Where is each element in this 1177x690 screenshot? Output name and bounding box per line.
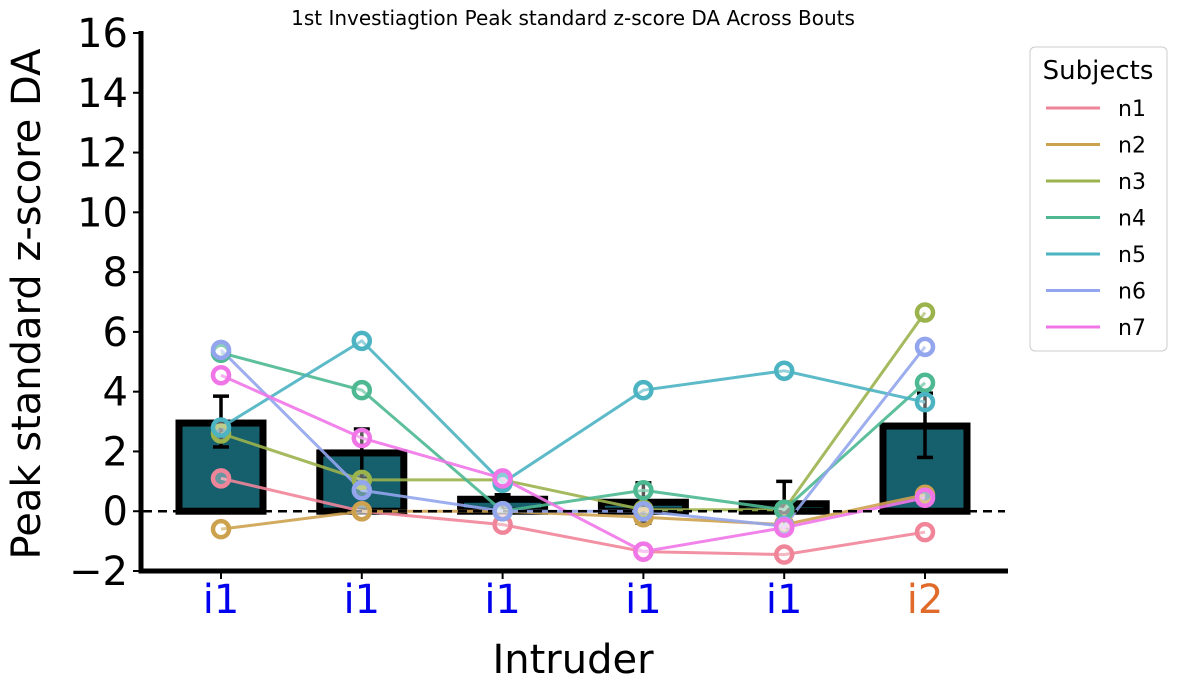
legend: Subjects n1 n2 n3 n4 n5 n6 n7 <box>1029 46 1168 352</box>
point-n6-4 <box>633 500 654 522</box>
point-n1-1 <box>210 468 232 489</box>
point-n5-4 <box>633 379 654 401</box>
legend-frame <box>1029 46 1168 352</box>
legend-item-n5: n5 <box>1046 243 1146 268</box>
legend-label: n4 <box>1118 207 1146 232</box>
point-n7-2 <box>351 427 373 449</box>
legend-label: n7 <box>1118 316 1146 341</box>
point-n1-6 <box>914 521 936 543</box>
point-n6-1 <box>210 339 232 361</box>
point-n1-5 <box>773 544 795 565</box>
y-tick-label: 2 <box>103 429 128 475</box>
series-line-n1 <box>220 476 926 557</box>
series-line-n6 <box>219 345 927 528</box>
legend-item-n6: n6 <box>1046 280 1146 305</box>
legend-title: Subjects <box>1043 56 1154 86</box>
point-n6-6 <box>914 336 936 358</box>
x-tick-label: i2 <box>907 577 944 623</box>
point-n7-6 <box>914 487 936 509</box>
point-n6-3 <box>492 500 513 522</box>
x-ticks: i1 i1 i1 i1 i1 i2 <box>203 571 944 623</box>
legend-item-n2: n2 <box>1046 134 1146 159</box>
point-n1-3 <box>492 514 513 535</box>
series-line-n5 <box>220 338 926 485</box>
point-n7-3 <box>492 468 513 489</box>
x-axis-label: Intruder <box>492 637 654 683</box>
legend-label: n1 <box>1118 97 1146 122</box>
legend-label: n6 <box>1118 280 1146 305</box>
y-tick-label: 0 <box>103 489 128 535</box>
y-tick-label: 10 <box>77 190 128 236</box>
point-n7-5 <box>773 517 795 538</box>
x-tick-label: i1 <box>625 577 662 623</box>
point-n4-5 <box>773 499 795 520</box>
x-tick-label: i1 <box>203 577 240 623</box>
y-tick-label: 4 <box>103 370 128 416</box>
point-n2-2 <box>351 500 373 522</box>
legend-item-n3: n3 <box>1046 170 1146 195</box>
legend-label: n5 <box>1118 243 1146 268</box>
point-n4-6 <box>914 372 936 393</box>
x-tick-label: i1 <box>766 577 803 623</box>
y-tick-label: 12 <box>77 131 128 177</box>
point-n5-6 <box>914 391 936 413</box>
y-tick-label: −2 <box>69 549 128 595</box>
series-line-n7 <box>220 373 926 554</box>
legend-item-n7: n7 <box>1046 316 1146 341</box>
point-n7-4 <box>633 541 654 562</box>
series-line-n4 <box>220 351 927 513</box>
y-axis-label: Peak standard z-score DA <box>4 48 50 560</box>
point-n2-1 <box>210 518 232 540</box>
point-n5-2 <box>351 330 373 352</box>
point-n4-2 <box>351 379 373 401</box>
x-tick-label: i1 <box>344 577 381 623</box>
series-line-n3 <box>220 311 927 512</box>
y-tick-label: 14 <box>77 71 128 117</box>
legend-item-n4: n4 <box>1046 207 1146 232</box>
point-n5-5 <box>773 360 795 381</box>
y-tick-label: 16 <box>77 11 128 57</box>
point-n4-4 <box>633 480 654 501</box>
y-tick-label: 8 <box>103 250 128 296</box>
y-tick-label: 6 <box>103 310 128 356</box>
chart-title: 1st Investiagtion Peak standard z-score … <box>291 6 855 30</box>
y-ticks: −2 0 2 4 6 8 10 12 14 16 <box>69 11 141 595</box>
legend-item-n1: n1 <box>1046 97 1146 122</box>
point-n5-1 <box>210 417 232 438</box>
x-tick-label: i1 <box>484 577 521 623</box>
point-n6-2 <box>351 480 373 501</box>
series-lines <box>219 311 927 557</box>
legend-label: n3 <box>1118 170 1146 195</box>
point-n3-6 <box>914 302 936 323</box>
point-n7-1 <box>210 364 232 386</box>
series-points <box>210 302 936 565</box>
legend-label: n2 <box>1118 134 1146 159</box>
